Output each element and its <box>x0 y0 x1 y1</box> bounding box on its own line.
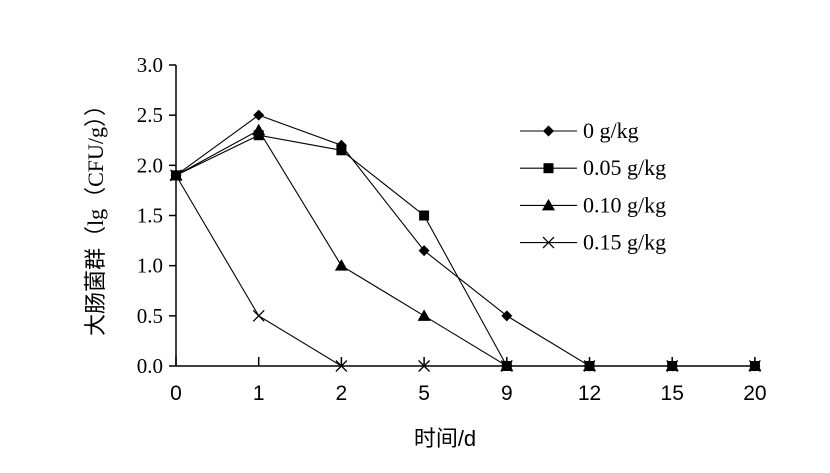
y-tick-label: 2.5 <box>137 103 163 127</box>
series-point-0-g-kg <box>418 245 430 257</box>
legend: 0 g/kg 0.05 g/kg 0.10 g/kg 0.15 g/kg <box>520 118 666 255</box>
series-point-0-05-g-kg <box>336 145 347 156</box>
y-tick-label: 2.0 <box>137 153 163 177</box>
series-group <box>169 109 762 372</box>
series-line-0-05-g-kg <box>175 134 755 367</box>
legend-label-0-05-g-kg: 0.05 g/kg <box>583 155 666 180</box>
legend-marker-0-05-g-kg <box>543 163 554 174</box>
x-tick-label: 9 <box>501 382 513 405</box>
series-point-0-g-kg <box>501 310 513 322</box>
series-point-0-05-g-kg <box>253 130 264 141</box>
legend-marker-0-10-g-kg <box>542 198 555 211</box>
series-line-0-10-g-kg <box>175 129 755 367</box>
series-point-0-15-g-kg <box>748 360 761 372</box>
series-line-0-15-g-kg <box>175 175 755 367</box>
y-axis-title: 大肠菌群（lg（CFU/g）） <box>83 94 108 336</box>
series-point-0-15-g-kg <box>666 360 679 372</box>
axes: 0.00.51.01.52.02.53.00 1 2 5 9 12 15 20 <box>137 53 767 405</box>
legend-label-0-10-g-kg: 0.10 g/kg <box>583 192 666 217</box>
y-tick-label: 1.0 <box>137 254 163 278</box>
series-point-0-15-g-kg <box>500 360 513 372</box>
series-point-0-g-kg <box>253 109 265 121</box>
y-tick-label: 0.0 <box>137 354 163 378</box>
y-tick-label: 1.5 <box>137 204 163 228</box>
series-point-0-05-g-kg <box>419 210 430 221</box>
x-tick-label: 5 <box>418 382 430 405</box>
series-point-0-15-g-kg <box>252 309 265 322</box>
legend-marker-0-15-g-kg <box>542 236 555 249</box>
series-point-0-10-g-kg <box>334 259 348 271</box>
legend-label-0-15-g-kg: 0.15 g/kg <box>583 230 666 255</box>
series-point-0-10-g-kg <box>417 309 431 321</box>
x-tick-label: 1 <box>253 382 265 405</box>
legend-marker-0-g-kg <box>543 125 554 137</box>
series-point-0-15-g-kg <box>170 169 182 182</box>
x-tick-label: 15 <box>661 382 684 405</box>
series-line-0-g-kg <box>175 114 755 367</box>
y-tick-label: 3.0 <box>137 53 163 77</box>
series-point-0-10-g-kg <box>252 123 266 136</box>
y-tick-label: 0.5 <box>137 304 163 328</box>
x-tick-label: 20 <box>743 382 766 405</box>
series-point-0-15-g-kg <box>583 360 596 372</box>
x-tick-label: 0 <box>170 382 182 405</box>
x-tick-label: 2 <box>336 382 348 405</box>
series-point-0-15-g-kg <box>335 360 348 372</box>
legend-label-0-g-kg: 0 g/kg <box>583 118 639 143</box>
x-axis-title: 时间/d <box>414 426 476 451</box>
series-point-0-15-g-kg <box>418 360 431 372</box>
x-tick-label: 12 <box>578 382 601 405</box>
